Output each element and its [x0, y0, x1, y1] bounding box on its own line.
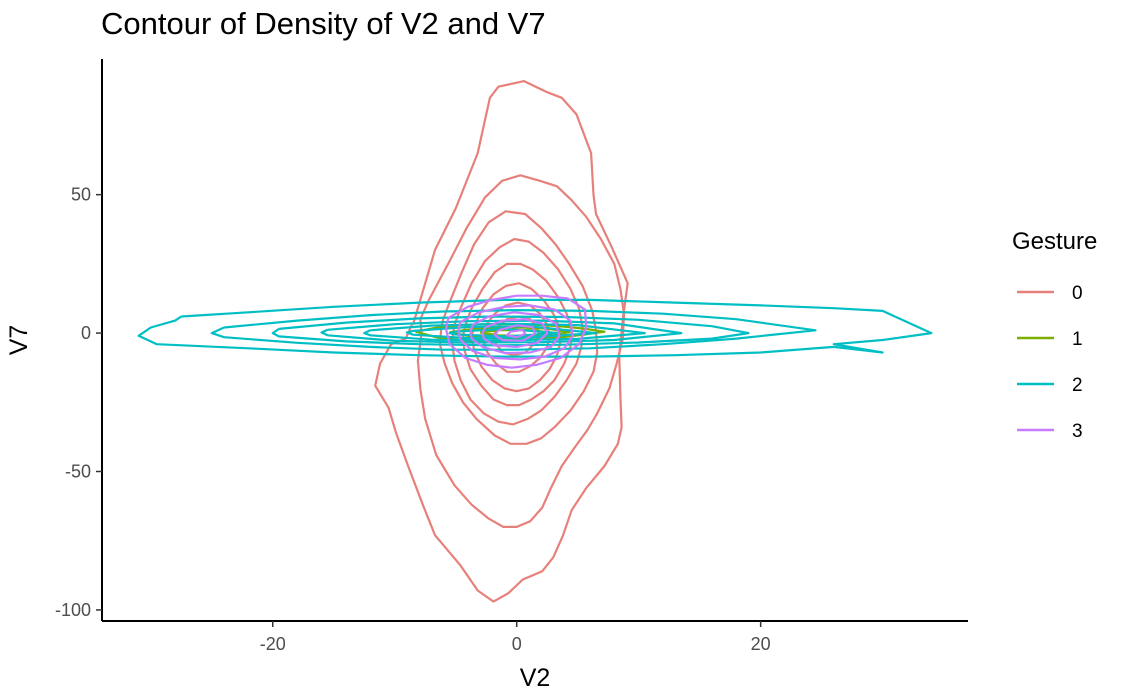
legend-label: 3 [1072, 421, 1083, 442]
y-tick-label: -50 [65, 462, 91, 482]
contour-line [457, 304, 574, 361]
y-axis-title: V7 [5, 325, 33, 356]
x-axis-title: V2 [520, 664, 551, 692]
y-tick-label: 50 [71, 185, 91, 205]
x-tick-label: 20 [751, 634, 771, 654]
y-axis-ticks: 50 0 -50 -100 [55, 185, 102, 620]
contour-line [320, 319, 683, 344]
contour-line [469, 311, 561, 355]
legend-label: 2 [1072, 375, 1083, 396]
contour-line [363, 322, 646, 342]
legend-item-3: 3 [1017, 421, 1083, 442]
contour-line [416, 174, 626, 529]
legend: Gesture 0 1 2 3 [1012, 228, 1097, 442]
x-tick-label: -20 [260, 634, 286, 654]
contour-line [505, 328, 527, 339]
legend-item-2: 2 [1017, 375, 1083, 396]
contour-line [444, 294, 588, 369]
series-3-contours [444, 294, 588, 369]
contour-line [451, 237, 584, 426]
legend-item-1: 1 [1017, 329, 1083, 350]
contour-line [374, 79, 629, 603]
y-tick-label: 0 [81, 323, 91, 343]
contour-line [481, 318, 549, 348]
x-tick-label: 0 [512, 634, 522, 654]
contour-line [438, 210, 599, 445]
x-axis-ticks: -20 0 20 [260, 621, 771, 654]
contour-line [210, 309, 817, 351]
legend-label: 0 [1072, 283, 1083, 304]
plot-area [137, 79, 933, 603]
legend-label: 1 [1072, 329, 1083, 350]
contour-line [493, 324, 537, 342]
y-tick-label: -100 [55, 600, 91, 620]
contour-line [470, 282, 562, 393]
series-0-contours [374, 79, 629, 603]
legend-title: Gesture [1012, 228, 1097, 255]
contour-line [137, 298, 933, 358]
chart-title: Contour of Density of V2 and V7 [101, 6, 546, 41]
legend-item-0: 0 [1017, 283, 1083, 304]
contour-line [461, 262, 573, 407]
